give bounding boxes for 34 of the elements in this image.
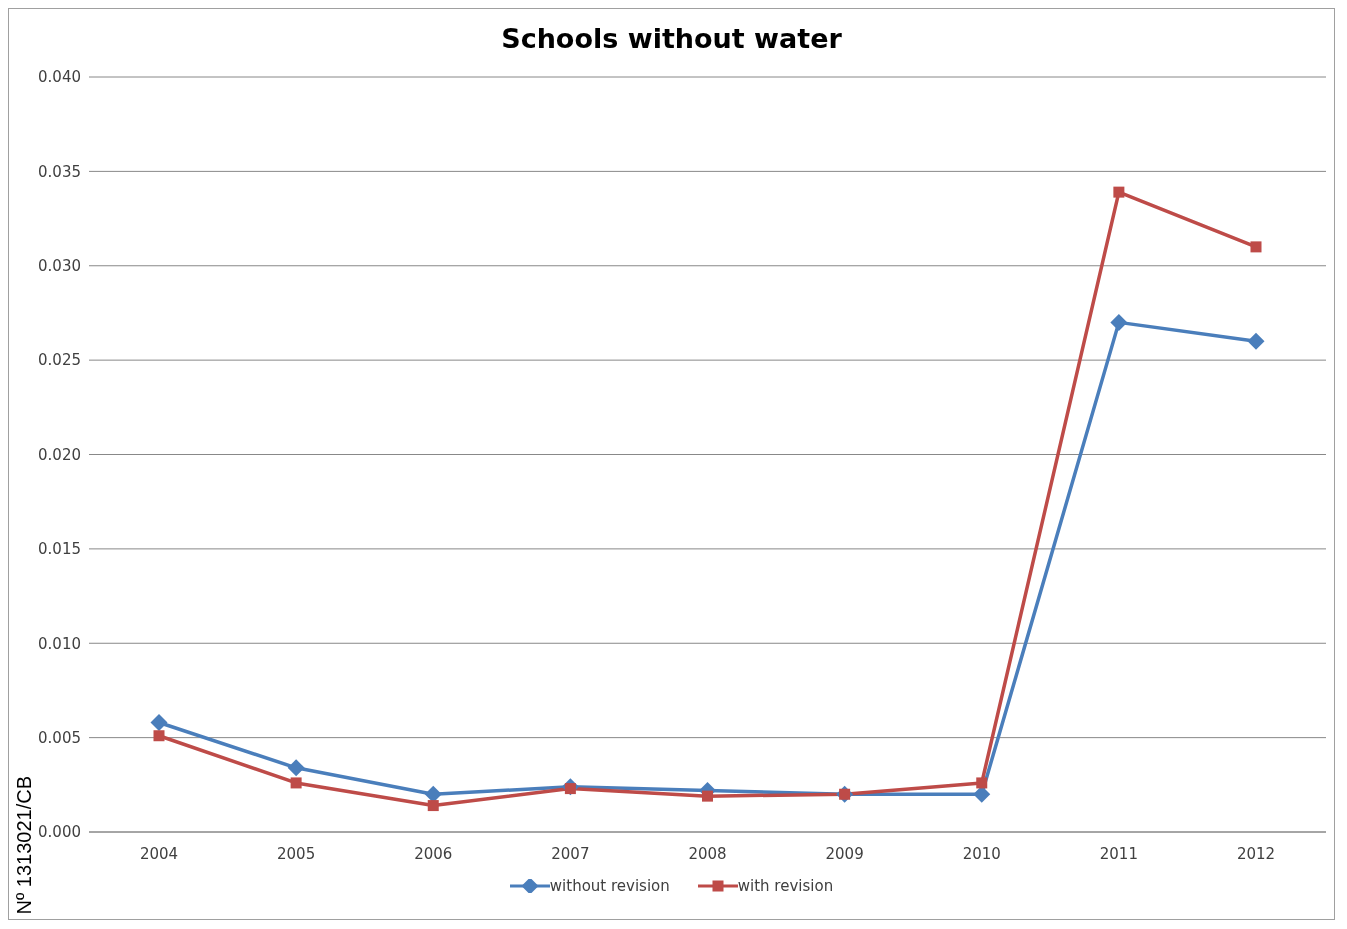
point (1247, 332, 1265, 350)
point (153, 730, 165, 742)
point (1250, 241, 1262, 253)
y-tick-label: 0.005 (38, 728, 81, 747)
point (1113, 186, 1125, 198)
y-tick-label: 0.030 (38, 257, 81, 276)
x-tick-label: 2010 (962, 844, 1001, 863)
y-tick-label: 0.015 (38, 540, 81, 559)
x-tick-label: 2007 (551, 844, 590, 863)
x-tick-label: 2009 (825, 844, 864, 863)
x-tick-label: 2005 (277, 844, 316, 863)
x-tick-label: 2011 (1099, 844, 1138, 863)
y-tick-label: 0.020 (38, 445, 81, 464)
legend-label: with revision (737, 877, 834, 895)
point (976, 777, 988, 789)
point (427, 800, 439, 812)
point (424, 785, 442, 803)
point (1110, 313, 1128, 331)
legend-label: without revision (549, 877, 670, 895)
point (287, 759, 305, 777)
point (290, 777, 302, 789)
x-tick-label: 2012 (1236, 844, 1276, 863)
y-tick-label: 0.025 (38, 351, 81, 370)
chart-title: Schools without water (500, 22, 843, 56)
point (702, 790, 713, 802)
point (150, 714, 168, 732)
y-tick-label: 0.035 (38, 162, 81, 181)
x-tick-label: 2008 (688, 844, 727, 863)
y-tick-label: 0.010 (38, 634, 81, 653)
text: Nº 1313021/CB (13, 776, 36, 915)
y-tick-label: 0.040 (38, 68, 81, 87)
x-tick-label: 2004 (139, 844, 179, 863)
x-tick-label: 2006 (414, 844, 453, 863)
y-tick-label: 0.000 (38, 823, 81, 842)
